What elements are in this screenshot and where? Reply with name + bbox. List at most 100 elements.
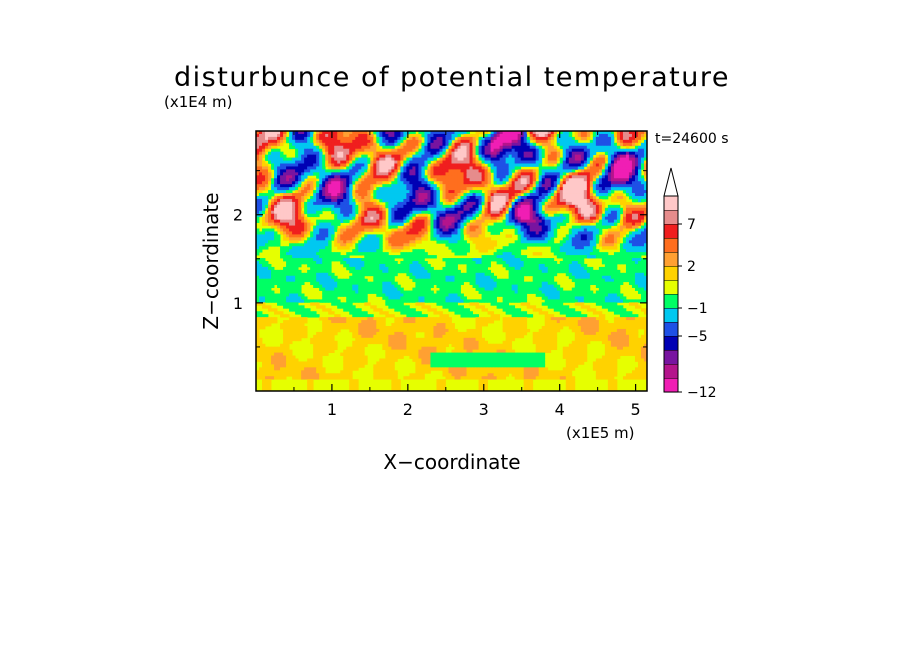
heatmap-cell xyxy=(463,246,467,250)
heatmap-cell xyxy=(304,166,308,170)
heatmap-cell xyxy=(559,213,564,218)
heatmap-cell xyxy=(259,157,263,161)
heatmap-cell xyxy=(628,219,633,223)
heatmap-cell xyxy=(487,151,491,156)
heatmap-cell xyxy=(352,252,356,256)
heatmap-cell xyxy=(262,234,266,238)
heatmap-cell xyxy=(457,213,461,218)
heatmap-cell xyxy=(406,142,410,147)
heatmap-cell xyxy=(331,178,335,182)
heatmap-cell xyxy=(466,196,470,200)
heatmap-cell xyxy=(472,198,476,203)
heatmap-cell xyxy=(472,142,476,147)
heatmap-cell xyxy=(634,249,639,253)
heatmap-cell xyxy=(541,228,546,232)
heatmap-cell xyxy=(559,216,564,221)
heatmap-cell xyxy=(295,216,299,221)
heatmap-cell xyxy=(316,234,320,238)
heatmap-cell xyxy=(457,201,461,206)
heatmap-cell xyxy=(337,207,341,212)
heatmap-cell xyxy=(613,184,618,188)
heatmap-cell xyxy=(271,148,275,153)
heatmap-cell xyxy=(628,255,633,259)
heatmap-cell xyxy=(352,157,356,161)
heatmap-cell xyxy=(262,204,266,209)
heatmap-cell xyxy=(268,243,272,247)
heatmap-cell xyxy=(475,190,479,194)
heatmap-cell xyxy=(586,213,591,218)
heatmap-cell xyxy=(607,160,612,164)
heatmap-cell xyxy=(604,163,609,167)
heatmap-cell xyxy=(622,222,627,226)
heatmap-cell xyxy=(304,142,308,147)
heatmap-cell xyxy=(559,255,564,259)
heatmap-cell xyxy=(340,255,344,259)
heatmap-cell xyxy=(325,187,329,191)
heatmap-cell xyxy=(448,204,452,209)
heatmap-cell xyxy=(601,136,606,141)
heatmap-cell xyxy=(538,240,543,244)
heatmap-cell xyxy=(286,204,290,209)
heatmap-cell xyxy=(472,136,476,141)
heatmap-cell xyxy=(442,172,446,176)
heatmap-cell xyxy=(430,196,434,200)
heatmap-cell xyxy=(418,231,422,235)
heatmap-cell xyxy=(415,204,419,209)
heatmap-cell xyxy=(388,243,392,247)
heatmap-cell xyxy=(499,166,504,170)
heatmap-cell xyxy=(508,252,513,256)
heatmap-cell xyxy=(280,184,284,188)
heatmap-cell xyxy=(337,151,341,156)
heatmap-cell xyxy=(595,252,600,256)
heatmap-cell xyxy=(403,151,407,156)
heatmap-cell xyxy=(508,210,513,215)
heatmap-cell xyxy=(472,187,476,191)
heatmap-cell xyxy=(553,225,558,229)
heatmap-cell xyxy=(562,157,567,161)
heatmap-cell xyxy=(391,198,395,203)
heatmap-cell xyxy=(556,142,561,147)
heatmap-cell xyxy=(634,157,639,161)
heatmap-cell xyxy=(379,207,383,212)
heatmap-cell xyxy=(520,216,525,221)
heatmap-cell xyxy=(316,255,320,259)
heatmap-cell xyxy=(391,196,395,200)
heatmap-cell xyxy=(466,154,470,158)
heatmap-cell xyxy=(637,184,642,188)
heatmap-cell xyxy=(298,160,302,164)
heatmap-cell xyxy=(613,148,618,153)
heatmap-cell xyxy=(403,139,407,144)
heatmap-cell xyxy=(265,139,269,144)
heatmap-cell xyxy=(535,231,540,235)
heatmap-cell xyxy=(526,204,531,209)
heatmap-cell xyxy=(508,178,513,182)
heatmap-cell xyxy=(514,136,519,141)
heatmap-cell xyxy=(406,216,410,221)
heatmap-cell xyxy=(433,213,437,218)
heatmap-cell xyxy=(469,139,473,144)
heatmap-cell xyxy=(502,166,507,170)
heatmap-cell xyxy=(256,237,260,241)
heatmap-cell xyxy=(385,181,389,185)
heatmap-cell xyxy=(583,243,588,247)
heatmap-cell xyxy=(517,255,522,259)
heatmap-cell xyxy=(502,139,507,144)
heatmap-cell xyxy=(298,181,302,185)
heatmap-cell xyxy=(628,246,633,250)
heatmap-cell xyxy=(265,131,269,135)
heatmap-cell xyxy=(382,157,386,161)
heatmap-cell xyxy=(499,151,504,156)
heatmap-cell xyxy=(595,190,600,194)
heatmap-cell xyxy=(340,131,344,135)
heatmap-cell xyxy=(370,139,374,144)
heatmap-cell xyxy=(454,169,458,173)
heatmap-cell xyxy=(283,228,287,232)
heatmap-cell xyxy=(409,255,413,259)
heatmap-cell xyxy=(574,252,579,256)
heatmap-cell xyxy=(571,139,576,144)
heatmap-cell xyxy=(580,157,585,161)
heatmap-cell xyxy=(634,136,639,141)
heatmap-cell xyxy=(496,190,501,194)
heatmap-cell xyxy=(283,184,287,188)
heatmap-cell xyxy=(595,166,600,170)
